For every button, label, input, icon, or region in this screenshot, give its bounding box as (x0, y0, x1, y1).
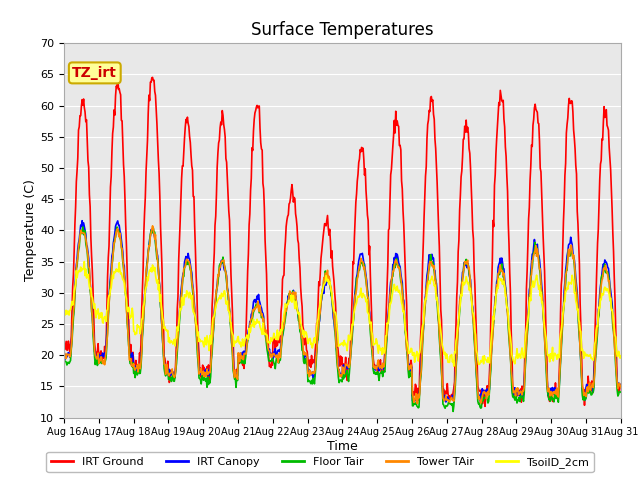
IRT Ground (617, 383, 625, 388)
Line: Tower TAir: Tower TAir (64, 226, 621, 404)
TsoilD_2cm (617, 353, 625, 359)
IRT Ground (432, 146, 440, 152)
TsoilD_2cm (401, 312, 408, 318)
Tower TAir (413, 401, 421, 407)
Tower TAir (125, 357, 133, 363)
IRT Ground (401, 244, 408, 250)
Floor Tair (617, 389, 625, 395)
Line: Floor Tair: Floor Tair (64, 227, 621, 411)
Tower TAir (401, 312, 408, 318)
Tower TAir (256, 302, 264, 308)
IRT Ground (126, 359, 134, 364)
Floor Tair (432, 277, 440, 283)
Line: TsoilD_2cm: TsoilD_2cm (64, 262, 621, 366)
IRT Canopy (401, 310, 408, 316)
Tower TAir (228, 347, 236, 353)
Floor Tair (256, 309, 264, 315)
Text: TZ_irt: TZ_irt (72, 66, 117, 80)
Tower TAir (617, 384, 625, 390)
IRT Canopy (126, 355, 134, 360)
Floor Tair (228, 351, 236, 357)
Line: IRT Ground: IRT Ground (64, 72, 621, 407)
Tower TAir (60, 352, 68, 358)
Tower TAir (277, 345, 285, 351)
IRT Ground (481, 404, 489, 409)
IRT Canopy (617, 384, 625, 390)
Tower TAir (433, 287, 440, 293)
IRT Canopy (450, 399, 458, 405)
Title: Surface Temperatures: Surface Temperatures (251, 21, 434, 39)
Legend: IRT Ground, IRT Canopy, Floor Tair, Tower TAir, TsoilD_2cm: IRT Ground, IRT Canopy, Floor Tair, Towe… (47, 452, 593, 472)
IRT Ground (256, 125, 264, 131)
IRT Ground (60, 344, 68, 349)
IRT Ground (277, 309, 285, 314)
TsoilD_2cm (256, 324, 264, 329)
IRT Canopy (228, 343, 236, 348)
IRT Canopy (277, 341, 285, 347)
TsoilD_2cm (60, 308, 68, 314)
IRT Ground (228, 308, 236, 314)
TsoilD_2cm (126, 316, 134, 322)
Y-axis label: Temperature (C): Temperature (C) (24, 180, 37, 281)
TsoilD_2cm (277, 326, 285, 332)
TsoilD_2cm (81, 259, 88, 264)
Floor Tair (60, 358, 68, 363)
IRT Canopy (60, 351, 68, 357)
IRT Canopy (78, 218, 86, 224)
TsoilD_2cm (432, 288, 440, 294)
TsoilD_2cm (450, 363, 458, 369)
Floor Tair (277, 348, 285, 353)
X-axis label: Time: Time (327, 440, 358, 453)
IRT Ground (114, 70, 122, 75)
IRT Canopy (256, 300, 264, 306)
Tower TAir (148, 223, 156, 228)
Floor Tair (401, 319, 408, 324)
Floor Tair (79, 224, 86, 230)
Line: IRT Canopy: IRT Canopy (64, 221, 621, 402)
TsoilD_2cm (228, 331, 236, 336)
IRT Canopy (432, 278, 440, 284)
Floor Tair (126, 360, 134, 366)
Floor Tair (449, 408, 457, 414)
